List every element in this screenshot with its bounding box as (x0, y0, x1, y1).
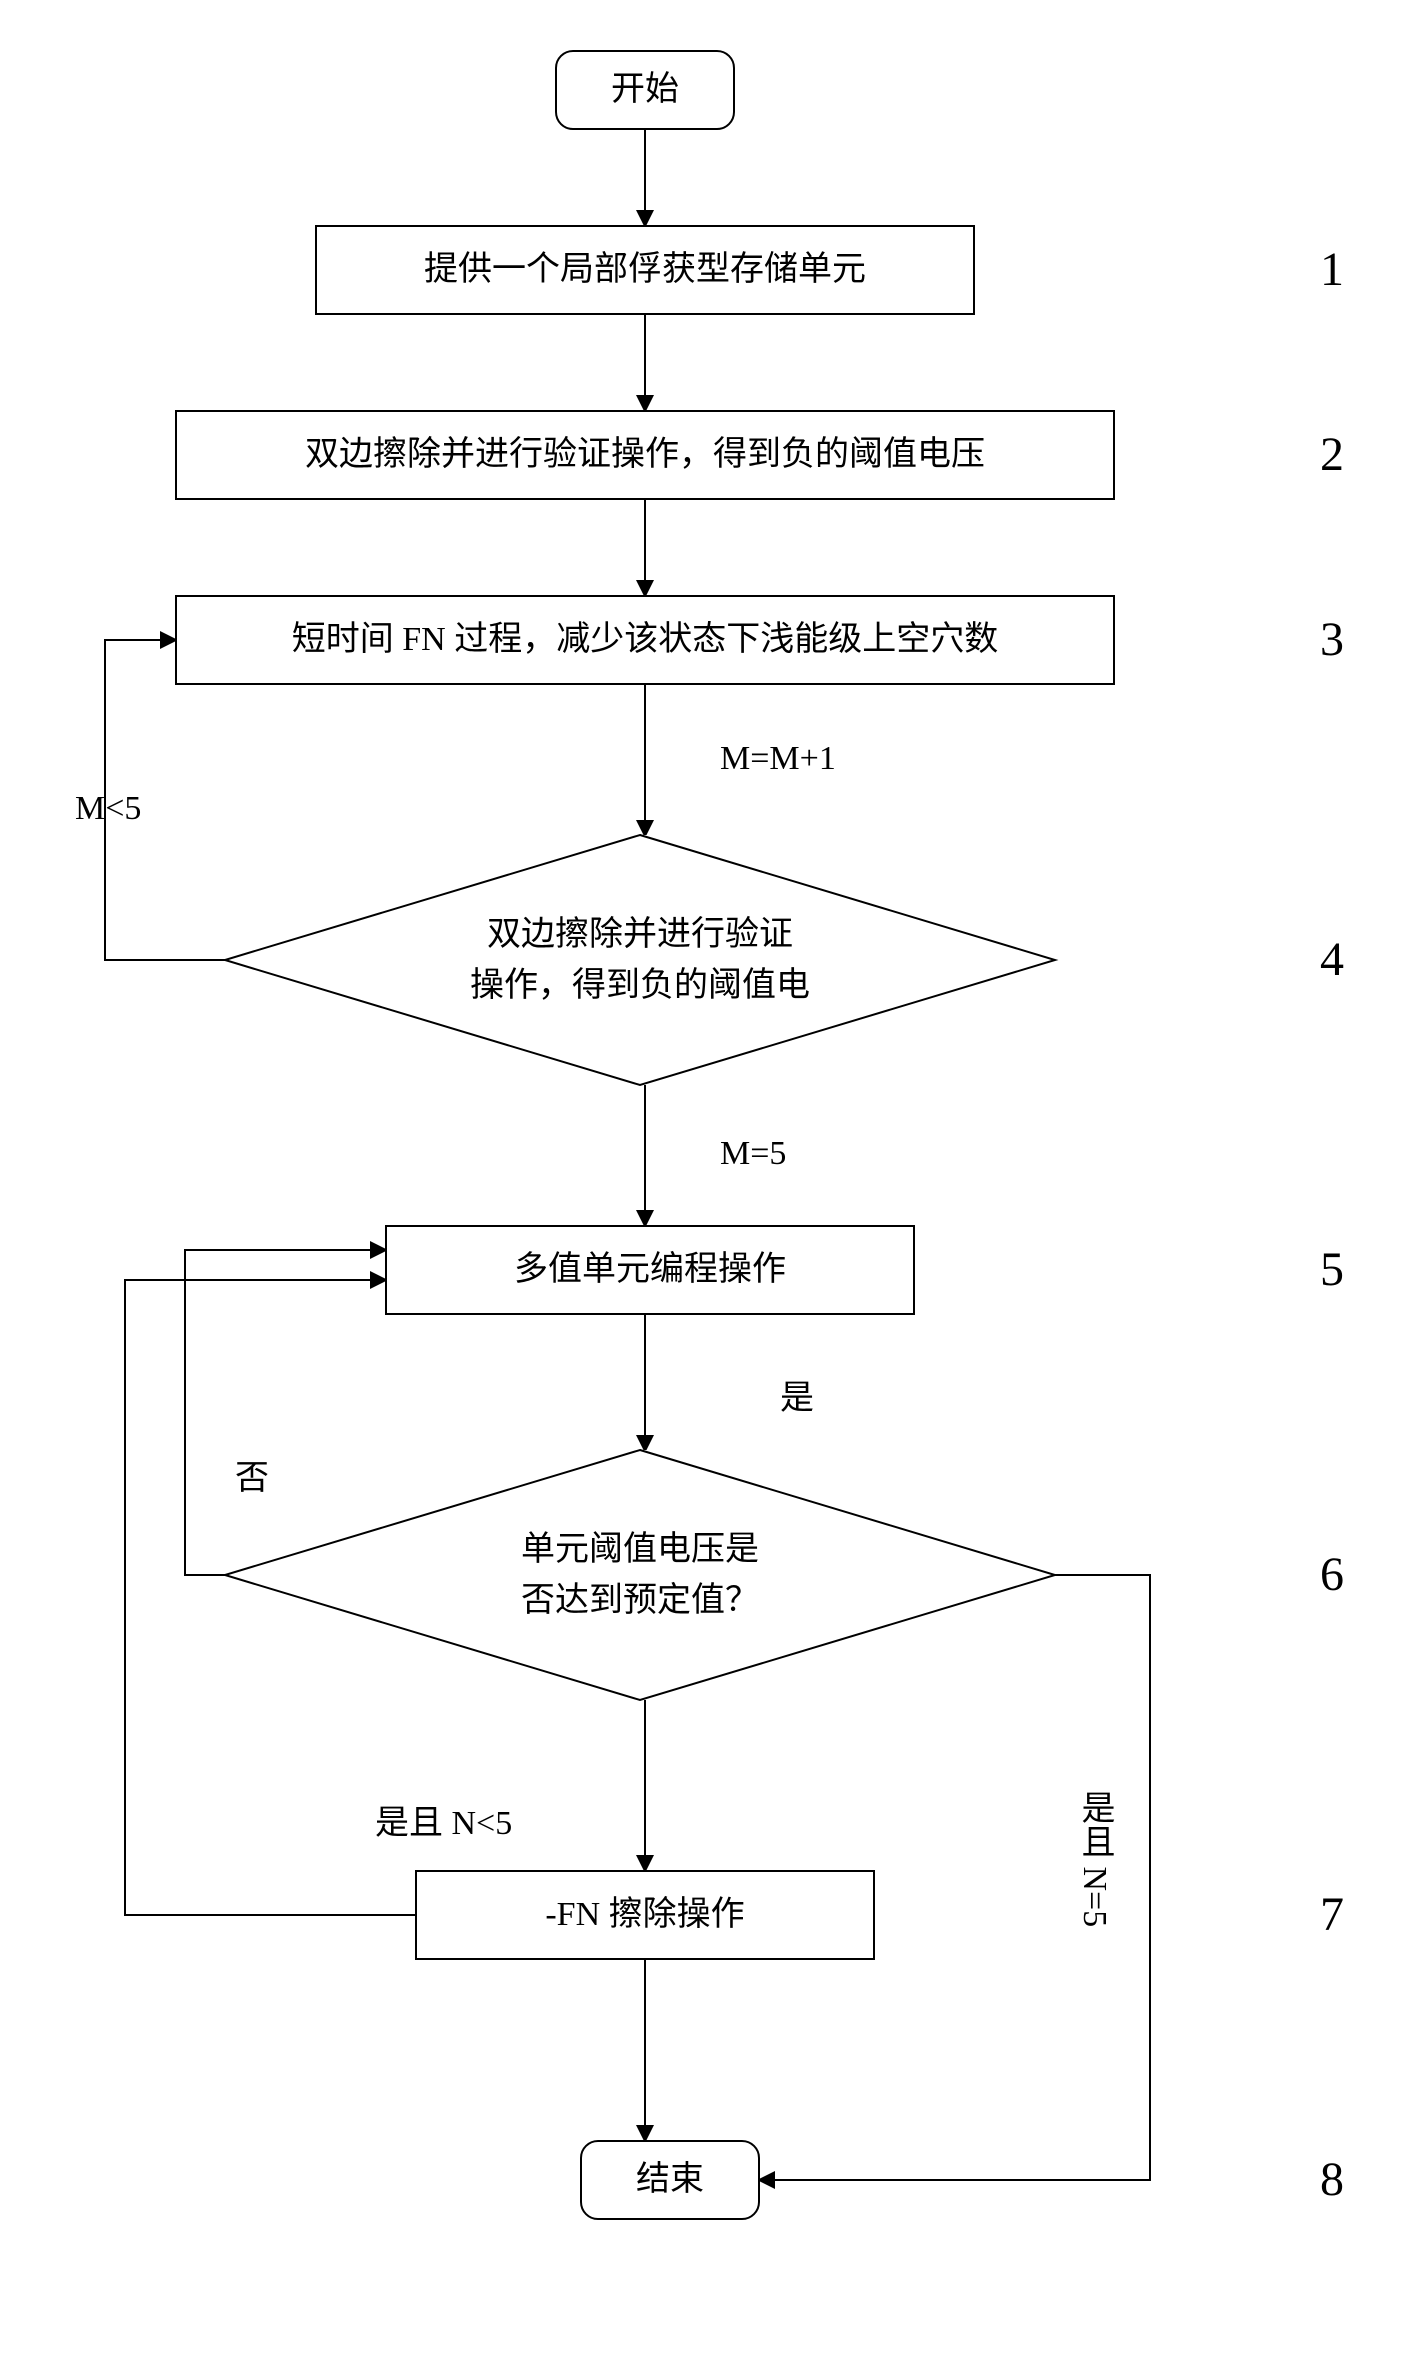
node-s7-label: -FN 擦除操作 (545, 1891, 744, 1939)
edge-label-4: M<5 (75, 790, 141, 828)
edges-layer (20, 20, 1412, 2348)
num-8: 8 (1320, 2152, 1344, 2207)
num-1: 1 (1320, 242, 1344, 297)
node-end: 结束 (580, 2140, 760, 2220)
edge-label-8: 是且 N<5 (375, 1795, 512, 1844)
node-start: 开始 (555, 50, 735, 130)
edge-label-3: M=M+1 (720, 740, 836, 778)
node-d4: 双边擦除并进行验证 操作，得到负的阈值电 (225, 835, 1055, 1085)
node-d4-label: 双边擦除并进行验证 操作，得到负的阈值电 (470, 909, 810, 1011)
num-5: 5 (1320, 1242, 1344, 1297)
node-s5-label: 多值单元编程操作 (514, 1246, 786, 1294)
node-start-label: 开始 (611, 66, 679, 114)
flowchart-canvas: 开始 提供一个局部俘获型存储单元 1 双边擦除并进行验证操作，得到负的阈值电压 … (20, 20, 1412, 2348)
num-3: 3 (1320, 612, 1344, 667)
node-end-label: 结束 (636, 2156, 704, 2204)
node-s1: 提供一个局部俘获型存储单元 (315, 225, 975, 315)
node-s3-label: 短时间 FN 过程，减少该状态下浅能级上空穴数 (292, 616, 998, 664)
num-6: 6 (1320, 1547, 1344, 1602)
edge-label-11: 是且 N=5 (1070, 1790, 1119, 1927)
num-7: 7 (1320, 1887, 1344, 1942)
node-s2-label: 双边擦除并进行验证操作，得到负的阈值电压 (305, 431, 985, 479)
node-s2: 双边擦除并进行验证操作，得到负的阈值电压 (175, 410, 1115, 500)
edge-label-6: 是 (780, 1370, 814, 1419)
node-s3: 短时间 FN 过程，减少该状态下浅能级上空穴数 (175, 595, 1115, 685)
num-4: 4 (1320, 932, 1344, 987)
node-s7: -FN 擦除操作 (415, 1870, 875, 1960)
edge-label-5: M=5 (720, 1135, 786, 1173)
node-d6-label: 单元阈值电压是 否达到预定值？ (521, 1524, 759, 1626)
num-2: 2 (1320, 427, 1344, 482)
node-d6: 单元阈值电压是 否达到预定值？ (225, 1450, 1055, 1700)
edge-label-7: 否 (235, 1450, 269, 1499)
node-s5: 多值单元编程操作 (385, 1225, 915, 1315)
node-s1-label: 提供一个局部俘获型存储单元 (424, 246, 866, 294)
